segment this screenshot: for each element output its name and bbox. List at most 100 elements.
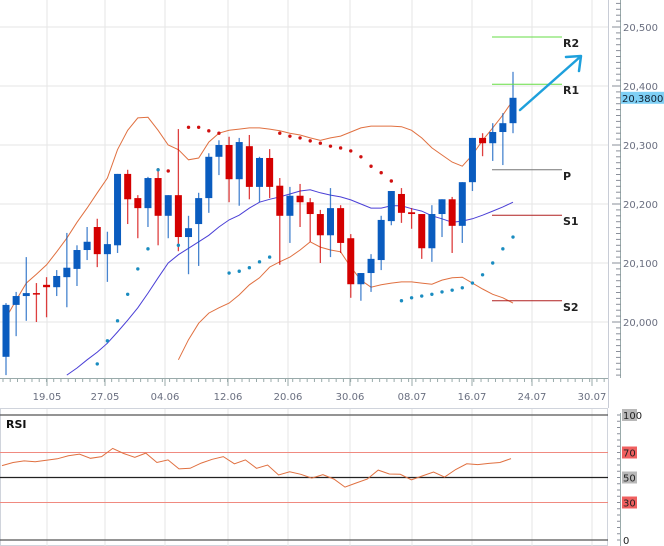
parabolic-sar-dot [227, 271, 231, 275]
parabolic-sar-dot [480, 273, 485, 277]
candle-bullish [286, 195, 294, 216]
pivot-label-s1: S1 [563, 215, 579, 228]
candle-bearish [397, 193, 405, 213]
parabolic-sar-dot [389, 179, 394, 183]
parabolic-sar-dot [166, 169, 170, 173]
candle-bearish [408, 212, 416, 215]
price-tick-label: 20,000 [623, 318, 658, 329]
candle-bullish [235, 142, 243, 180]
date-tick-label: 12.06 [214, 392, 243, 403]
candle-bullish [256, 157, 263, 187]
candle-bullish [499, 123, 507, 133]
price-tick-label: 20,500 [623, 23, 658, 34]
parabolic-sar-dot [349, 149, 353, 153]
rsi-tick-label: 50 [623, 474, 636, 485]
candle-bullish [195, 198, 203, 225]
pivot-label-r2: R2 [563, 37, 579, 50]
candle-bearish [174, 195, 182, 238]
date-tick-label: 08.07 [398, 392, 427, 403]
bollinger-upper-line [5, 99, 514, 319]
candle-bearish [337, 208, 345, 243]
candle-bearish [225, 145, 233, 180]
candle-bullish [387, 191, 395, 222]
date-tick-label: 16.07 [458, 392, 487, 403]
rsi-tick-label: 70 [623, 449, 636, 460]
rsi-tick-badge [622, 446, 637, 459]
parabolic-sar-dot [95, 362, 99, 366]
candle-bullish [73, 250, 81, 269]
parabolic-sar-dot [430, 292, 434, 296]
candle-bullish [489, 132, 497, 144]
date-tick-label: 30.06 [336, 392, 365, 403]
pivot-label-s2: S2 [563, 301, 579, 314]
candle-bearish [296, 195, 304, 203]
candle-bullish [205, 156, 213, 199]
pivot-label-p: P [563, 170, 571, 183]
parabolic-sar-dot [186, 125, 191, 129]
parabolic-sar-dot [146, 247, 150, 251]
candle-bearish [479, 137, 487, 144]
candle-bullish [103, 244, 111, 255]
candle-bearish [418, 214, 426, 249]
parabolic-sar-dot [176, 243, 181, 247]
parabolic-sar-dot [338, 146, 343, 150]
candle-bullish [144, 178, 152, 209]
parabolic-sar-dot [156, 168, 160, 172]
parabolic-sar-dot [115, 319, 120, 323]
price-series [2, 71, 517, 376]
parabolic-sar-dot [501, 247, 505, 251]
parabolic-sar-dot [267, 255, 272, 259]
parabolic-sar-dot [207, 129, 211, 133]
candle-bullish [458, 182, 466, 226]
parabolic-sar-dot [511, 235, 515, 239]
candle-bullish [438, 199, 446, 215]
candle-bearish [154, 178, 162, 216]
candle-bearish [93, 227, 101, 255]
candle-bullish [83, 241, 91, 251]
candle-bearish [134, 198, 142, 209]
candle-bearish [124, 173, 132, 200]
parabolic-sar-dot [308, 139, 312, 143]
rsi-tick-badge [622, 496, 637, 509]
rsi-tick-label: 100 [623, 411, 642, 422]
parabolic-sar-dot [298, 136, 302, 140]
trend-arrow-head-icon [564, 54, 583, 73]
parabolic-sar-dot [105, 339, 110, 343]
candle-bullish [22, 293, 30, 297]
candle-bearish [448, 199, 456, 226]
parabolic-sar-dot [257, 260, 262, 264]
parabolic-sar-dot [450, 288, 454, 292]
last-price-badge [621, 91, 664, 104]
candle-bearish [266, 157, 274, 187]
parabolic-sar-dot [247, 266, 252, 270]
price-panel [0, 0, 608, 378]
rsi-tick-badge [622, 409, 637, 421]
candle-bullish [215, 145, 223, 157]
rsi-line [1, 447, 512, 488]
candle-bearish [276, 185, 284, 216]
parabolic-sar-dot [369, 164, 373, 168]
candle-bearish [43, 284, 51, 288]
parabolic-sar-dot [278, 131, 282, 135]
candle-bearish [306, 202, 314, 215]
candle-bullish [185, 228, 193, 238]
candle-bullish [12, 296, 20, 305]
candle-bearish [316, 214, 324, 236]
candle-bullish [114, 173, 122, 246]
candle-bullish [367, 258, 375, 274]
parabolic-sar-dot [359, 155, 363, 159]
parabolic-sar-dot [379, 171, 383, 175]
candle-bearish [245, 146, 253, 187]
parabolic-sar-dot [460, 286, 464, 290]
parabolic-sar-dot [491, 261, 495, 265]
candle-bullish [509, 97, 517, 124]
last-price-label: 20,3800 [622, 94, 663, 105]
parabolic-sar-dot [440, 290, 444, 294]
parabolic-sar-dot [409, 296, 414, 300]
candle-bullish [468, 137, 476, 183]
candle-bullish [164, 195, 172, 216]
parabolic-sar-dot [125, 292, 130, 296]
price-tick-label: 20,100 [623, 259, 658, 270]
date-tick-label: 04.06 [151, 392, 180, 403]
rsi-title: RSI [6, 418, 27, 431]
